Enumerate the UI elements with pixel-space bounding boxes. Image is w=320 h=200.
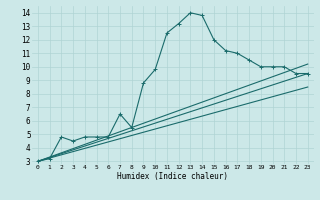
X-axis label: Humidex (Indice chaleur): Humidex (Indice chaleur) [117, 172, 228, 181]
